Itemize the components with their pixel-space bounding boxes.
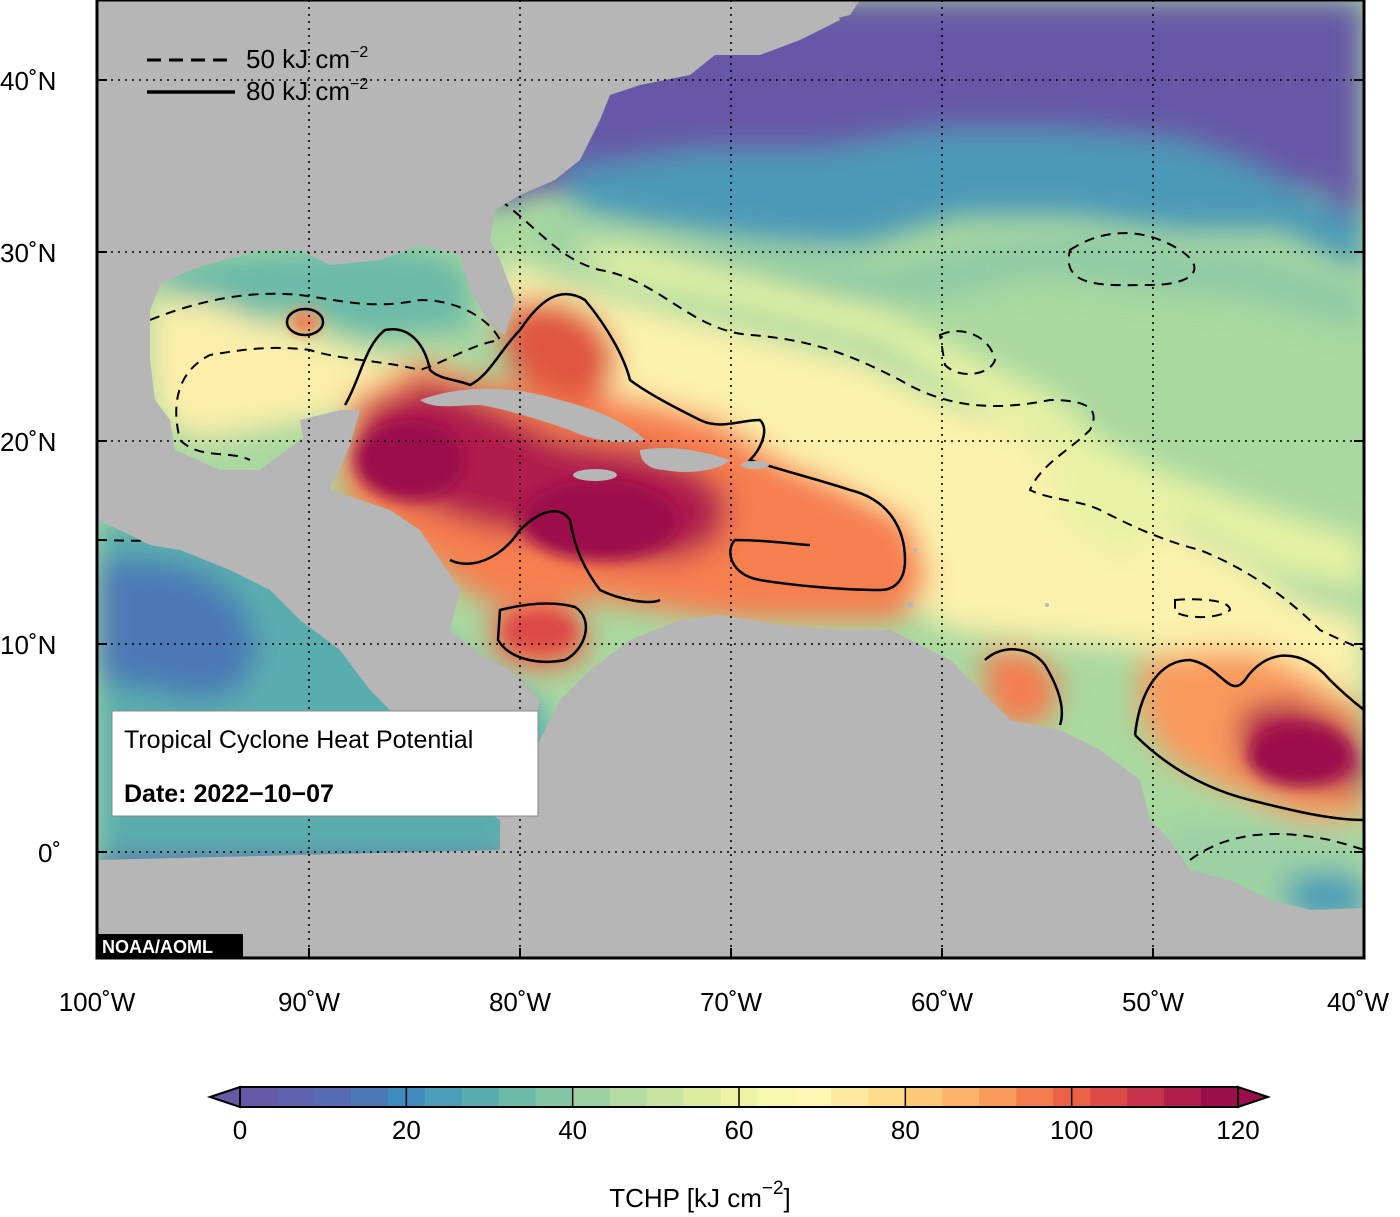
axis-ticks — [97, 79, 1364, 958]
legend-solid-label: 80 kJ cm−2 — [246, 76, 368, 106]
colorbar-swatch — [240, 1087, 278, 1107]
lon-label: 60˚W — [911, 987, 974, 1017]
colorbar-swatch — [276, 1087, 315, 1107]
lat-label: 10˚N — [0, 630, 56, 660]
map-date: Date: 2022−10−07 — [124, 780, 334, 808]
heat-cores — [289, 310, 1350, 785]
map-panel: 50 kJ cm−2 80 kJ cm−2 Tropical Cyclone H… — [97, 0, 1364, 958]
colorbar-tick-label: 60 — [725, 1115, 754, 1145]
colorbar-swatch — [868, 1087, 906, 1107]
colorbar-swatch — [424, 1087, 463, 1107]
colorbar-swatch — [1016, 1087, 1054, 1107]
latitude-labels: 40˚N 30˚N 20˚N 10˚N 0˚ — [0, 66, 61, 868]
lat-label: 30˚N — [0, 238, 56, 268]
credit-badge: NOAA/AOML — [97, 934, 243, 958]
colorbar-under-arrow — [206, 1085, 241, 1109]
colorbar-swatch — [1127, 1087, 1165, 1107]
lat-label: 20˚N — [0, 427, 56, 457]
lon-label: 40˚W — [1327, 987, 1390, 1017]
colorbar-swatch — [350, 1087, 389, 1107]
colorbar-tick-label: 120 — [1216, 1115, 1259, 1145]
colorbar-tick-label: 100 — [1050, 1115, 1093, 1145]
colorbar-swatch — [794, 1087, 832, 1107]
colorbar-swatch — [757, 1087, 796, 1107]
colorbar-tick-label: 40 — [558, 1115, 587, 1145]
colorbar-swatch — [461, 1087, 500, 1107]
lon-label: 50˚W — [1122, 987, 1185, 1017]
colorbar-swatch — [572, 1087, 611, 1107]
credit-text: NOAA/AOML — [102, 937, 213, 957]
colorbar-swatch — [1201, 1087, 1239, 1107]
colorbar-swatch — [535, 1087, 574, 1107]
colorbar-swatch — [1164, 1087, 1202, 1107]
map-title: Tropical Cyclone Heat Potential — [124, 726, 473, 754]
contour-lines — [97, 199, 1364, 861]
lon-label: 70˚W — [700, 987, 763, 1017]
colorbar-over-arrow — [1237, 1085, 1272, 1109]
colorbar-title: TCHP [kJ cm−2] — [609, 1178, 791, 1213]
colorbar-tick-label: 0 — [233, 1115, 247, 1145]
contour-legend: 50 kJ cm−2 80 kJ cm−2 — [147, 44, 368, 106]
lon-label: 80˚W — [489, 987, 552, 1017]
colorbar-swatch — [498, 1087, 537, 1107]
colorbar-swatch — [609, 1087, 648, 1107]
colorbar: 0 20 40 60 80 100 120 TCHP [kJ cm−2] — [206, 1085, 1272, 1213]
colorbar-swatch — [683, 1087, 722, 1107]
legend-dashed-label: 50 kJ cm−2 — [246, 44, 368, 74]
lon-label: 100˚W — [59, 987, 136, 1017]
lat-label: 40˚N — [0, 66, 56, 96]
lon-label: 90˚W — [278, 987, 341, 1017]
longitude-labels: 100˚W 90˚W 80˚W 70˚W 60˚W 50˚W 40˚W — [59, 987, 1390, 1017]
land — [97, 0, 1364, 958]
colorbar-swatch — [1090, 1087, 1128, 1107]
colorbar-swatch — [905, 1087, 943, 1107]
colorbar-swatch — [646, 1087, 685, 1107]
colorbar-segments — [240, 1087, 1239, 1107]
title-box: Tropical Cyclone Heat Potential Date: 20… — [111, 710, 539, 817]
colorbar-tick-label: 80 — [891, 1115, 920, 1145]
colorbar-ticks: 0 20 40 60 80 100 120 — [233, 1087, 1260, 1145]
colorbar-swatch — [313, 1087, 352, 1107]
lat-label: 0˚ — [38, 838, 61, 868]
colorbar-tick-label: 20 — [392, 1115, 421, 1145]
colorbar-swatch — [831, 1087, 869, 1107]
colorbar-swatch — [942, 1087, 980, 1107]
colorbar-swatch — [979, 1087, 1017, 1107]
